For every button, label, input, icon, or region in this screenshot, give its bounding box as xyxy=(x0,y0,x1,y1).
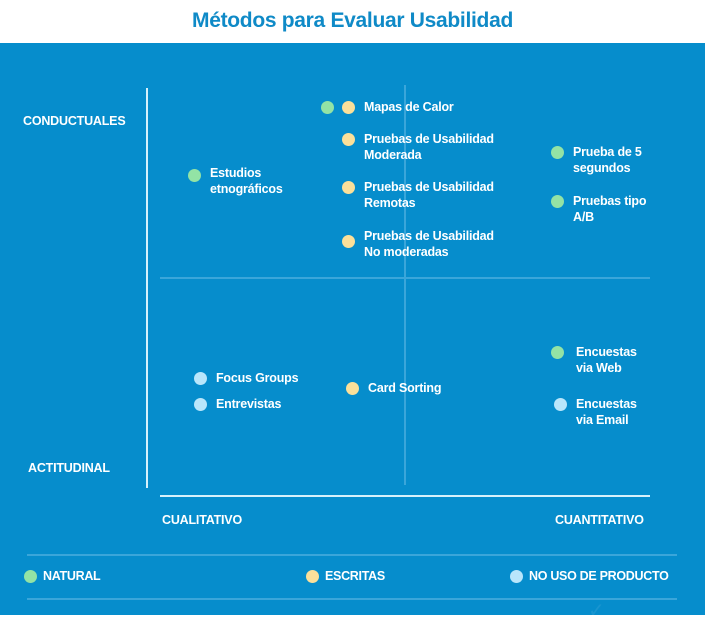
item-label-line1: Encuestas xyxy=(576,345,637,359)
x-axis-label-left: CUALITATIVO xyxy=(162,513,242,527)
natural-dot-icon xyxy=(24,569,37,583)
legend-natural: NATURAL xyxy=(24,569,101,583)
vertical-divider xyxy=(404,85,406,485)
item-pruebas-usabilidad-remotas: Pruebas de Usabilidad Remotas xyxy=(342,179,494,211)
natural-dot-icon xyxy=(551,146,564,159)
legend-label: NO USO DE PRODUCTO xyxy=(529,569,669,583)
legend-label: ESCRITAS xyxy=(325,569,385,583)
item-label-line2: etnográficos xyxy=(210,182,283,196)
item-label-line2: No moderadas xyxy=(364,245,449,259)
natural-dot-icon xyxy=(551,346,564,359)
item-label-line2: via Web xyxy=(576,361,622,375)
item-label-line2: Remotas xyxy=(364,196,416,210)
y-axis-label-bottom: ACTITUDINAL xyxy=(28,461,110,475)
diagram-title: Métodos para Evaluar Usabilidad xyxy=(192,8,513,32)
no-uso-producto-dot-icon xyxy=(194,372,207,385)
item-pruebas-usabilidad-no-moderadas: Pruebas de Usabilidad No moderadas xyxy=(342,228,494,260)
item-label-line1: Encuestas xyxy=(576,397,637,411)
item-label: Card Sorting xyxy=(368,381,442,395)
natural-dot-icon xyxy=(321,101,334,114)
item-label-line1: Pruebas de Usabilidad xyxy=(364,180,494,194)
item-label-line1: Pruebas tipo xyxy=(573,194,647,208)
escritas-dot-icon xyxy=(346,382,359,395)
header: Métodos para Evaluar Usabilidad xyxy=(0,0,705,43)
item-label-line1: Pruebas de Usabilidad xyxy=(364,132,494,146)
y-axis-line xyxy=(146,88,148,488)
no-uso-producto-dot-icon xyxy=(510,569,523,583)
legend-divider-top xyxy=(27,554,677,556)
x-axis-line xyxy=(160,495,650,497)
escritas-dot-icon xyxy=(342,101,355,114)
legend-label: NATURAL xyxy=(43,569,101,583)
item-label-line1: Estudios xyxy=(210,166,262,180)
natural-dot-icon xyxy=(551,195,564,208)
legend-divider-bottom xyxy=(27,598,677,600)
item-pruebas-usabilidad-moderada: Pruebas de Usabilidad Moderada xyxy=(342,131,494,163)
x-axis-label-right: CUANTITATIVO xyxy=(555,513,644,527)
item-label: Entrevistas xyxy=(216,397,282,411)
no-uso-producto-dot-icon xyxy=(554,398,567,411)
legend-escritas: ESCRITAS xyxy=(306,569,385,583)
item-label: Focus Groups xyxy=(216,371,299,385)
item-focus-groups: Focus Groups xyxy=(194,370,299,386)
item-entrevistas: Entrevistas xyxy=(194,396,281,412)
item-pruebas-tipo-ab: Pruebas tipo A/B xyxy=(551,193,647,225)
item-label-line1: Prueba de 5 xyxy=(573,145,642,159)
item-label-line2: via Email xyxy=(576,413,629,427)
horizontal-divider xyxy=(160,277,650,279)
no-uso-producto-dot-icon xyxy=(194,398,207,411)
quadrant-diagram: CONDUCTUALES ACTITUDINAL CUALITATIVO CUA… xyxy=(0,43,705,622)
item-card-sorting: Card Sorting xyxy=(346,380,441,396)
escritas-dot-icon xyxy=(342,235,355,248)
escritas-dot-icon xyxy=(306,569,319,583)
item-label-line2: segundos xyxy=(573,161,631,175)
natural-dot-icon xyxy=(188,169,201,182)
item-prueba-5-segundos: Prueba de 5 segundos xyxy=(551,144,642,176)
item-label: Mapas de Calor xyxy=(364,100,454,114)
item-label-line2: Moderada xyxy=(364,148,422,162)
item-label-line2: A/B xyxy=(573,210,594,224)
legend-no-uso-de-producto: NO USO DE PRODUCTO xyxy=(510,569,669,583)
escritas-dot-icon xyxy=(342,133,355,146)
y-axis-label-top: CONDUCTUALES xyxy=(23,114,126,128)
item-mapas-de-calor: Mapas de Calor xyxy=(321,99,454,115)
item-encuestas-via-web: Encuestas via Web xyxy=(551,344,637,376)
item-encuestas-via-email: Encuestas via Email xyxy=(554,396,637,428)
watermark-logo-icon: ✓ xyxy=(588,600,605,622)
item-label-line1: Pruebas de Usabilidad xyxy=(364,229,494,243)
escritas-dot-icon xyxy=(342,181,355,194)
item-estudios-etnograficos: Estudios etnográficos xyxy=(188,165,283,197)
